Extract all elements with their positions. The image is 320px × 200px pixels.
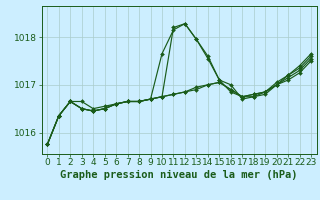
- X-axis label: Graphe pression niveau de la mer (hPa): Graphe pression niveau de la mer (hPa): [60, 170, 298, 180]
